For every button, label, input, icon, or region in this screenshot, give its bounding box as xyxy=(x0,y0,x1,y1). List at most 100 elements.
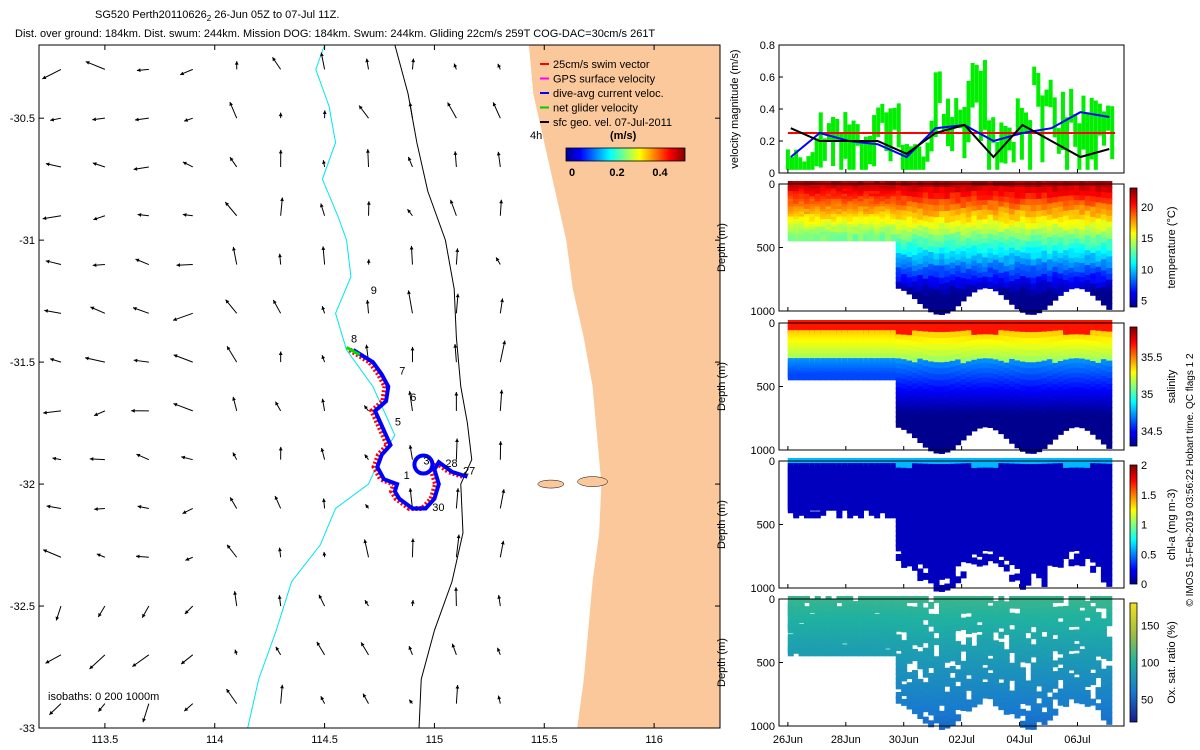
velocity-arrowhead xyxy=(176,263,181,267)
profile-cell xyxy=(987,262,994,270)
profile-cell xyxy=(917,358,924,366)
profile-cell xyxy=(1009,242,1016,250)
profile-cell xyxy=(976,253,983,261)
profile-cell xyxy=(944,697,951,705)
profile-cell xyxy=(1084,522,1091,530)
profile-cell xyxy=(1052,490,1059,498)
profile-cell xyxy=(911,654,918,662)
profile-cell xyxy=(1063,389,1070,397)
profile-cell xyxy=(917,529,924,537)
profile-cell xyxy=(1009,463,1016,471)
profile-cell xyxy=(1052,538,1059,546)
profile-cell xyxy=(901,497,908,505)
profile-cell xyxy=(944,210,951,218)
profile-cell xyxy=(1090,427,1097,435)
profile-cell xyxy=(1009,253,1016,261)
profile-cell xyxy=(1003,484,1010,492)
profile-cell xyxy=(1106,383,1113,391)
profile-cell xyxy=(960,528,967,536)
velocity-arrowhead xyxy=(322,498,326,503)
profile-cell xyxy=(998,237,1005,245)
profile-cell xyxy=(971,404,978,412)
profile-cell xyxy=(825,234,832,242)
profile-cell xyxy=(868,503,875,511)
profile-cell xyxy=(949,607,956,615)
profile-cell xyxy=(933,476,940,484)
profile-cell xyxy=(982,348,989,356)
profile-cell xyxy=(987,472,994,480)
net-velocity-bar xyxy=(941,113,946,132)
profile-cell xyxy=(1030,434,1037,442)
profile-cell xyxy=(911,617,918,625)
profile-cell xyxy=(841,598,848,606)
profile-cell xyxy=(987,353,994,361)
profile-cell xyxy=(928,396,935,404)
profile-cell xyxy=(1095,368,1102,376)
profile-cell xyxy=(1009,208,1016,216)
profile-cell xyxy=(1014,232,1021,240)
net-velocity-bar xyxy=(876,107,881,137)
profile-cell xyxy=(1068,525,1075,533)
day-label: 1 xyxy=(404,470,410,482)
profile-cell xyxy=(1084,349,1091,357)
profile-cell xyxy=(1073,228,1080,236)
profile-cell xyxy=(917,574,924,582)
profile-cell xyxy=(1090,417,1097,425)
profile-cell xyxy=(944,228,951,236)
profile-cell xyxy=(911,260,918,268)
profile-cell xyxy=(1041,481,1048,489)
profile-cell xyxy=(1073,219,1080,227)
profile-cell xyxy=(901,383,908,391)
profile-cell xyxy=(1079,515,1086,523)
profile-cell xyxy=(1052,186,1059,194)
profile-cell xyxy=(982,391,989,399)
profile-cell xyxy=(960,330,967,338)
profile-cell xyxy=(1009,381,1016,389)
profile-cell xyxy=(976,210,983,218)
profile-cell xyxy=(830,503,837,511)
profile-cell xyxy=(1019,499,1026,507)
profile-cell xyxy=(922,480,929,488)
profile-cell xyxy=(955,336,962,344)
net-velocity-bar xyxy=(1052,97,1057,138)
profile-cell xyxy=(911,346,918,354)
profile-cell xyxy=(933,656,940,664)
profile-cell xyxy=(971,270,978,278)
profile-cell xyxy=(949,366,956,374)
profile-cell xyxy=(1046,480,1053,488)
profile-cell xyxy=(922,526,929,534)
profile-cell xyxy=(895,462,902,470)
profile-cell xyxy=(998,427,1005,435)
profile-cell xyxy=(982,219,989,227)
profile-cell xyxy=(1009,408,1016,416)
profile-cell xyxy=(992,403,999,411)
profile-cell xyxy=(1046,220,1053,228)
profile-cell xyxy=(987,368,994,376)
profile-cell xyxy=(960,539,967,547)
profile-cell xyxy=(955,486,962,494)
profile-cell xyxy=(976,334,983,342)
profile-cell xyxy=(1079,224,1086,232)
profile-cell xyxy=(895,329,902,337)
profile-cell xyxy=(1068,387,1075,395)
profile-cell xyxy=(836,373,843,381)
profile-cell xyxy=(901,259,908,267)
velocity-arrowhead xyxy=(278,446,283,451)
lon-tick-label: 115 xyxy=(426,734,444,746)
profile-cell xyxy=(1036,565,1043,573)
profile-cell xyxy=(938,350,945,358)
profile-cell xyxy=(841,373,848,381)
profile-cell xyxy=(895,529,902,537)
velocity-arrowhead xyxy=(320,447,325,452)
profile-cell xyxy=(1014,337,1021,345)
profile-cell xyxy=(911,680,918,688)
profile-cell xyxy=(1073,401,1080,409)
profile-cell xyxy=(1003,346,1010,354)
profile-cell xyxy=(1019,331,1026,339)
profile-cell xyxy=(1095,411,1102,419)
profile-cell xyxy=(906,236,913,244)
profile-cell xyxy=(1041,492,1048,500)
profile-cell xyxy=(1041,349,1048,357)
profile-cell xyxy=(820,503,827,511)
profile-cell xyxy=(1090,345,1097,353)
